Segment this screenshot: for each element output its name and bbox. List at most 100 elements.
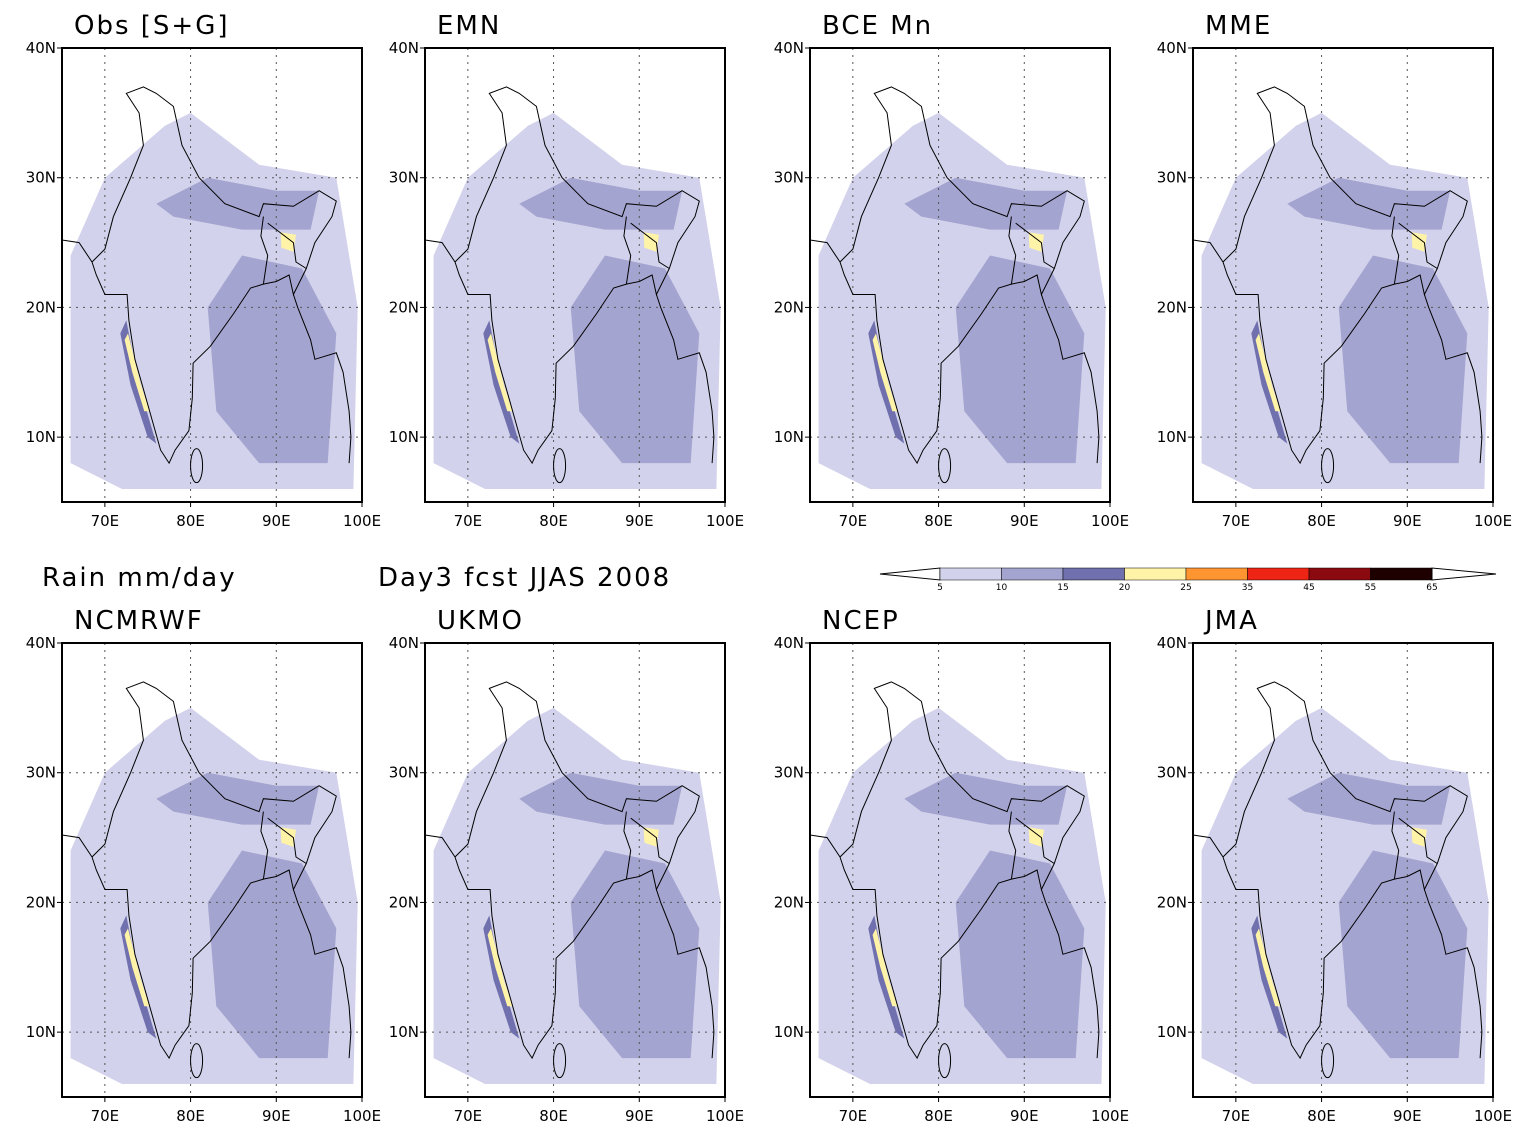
panel-frame: [809, 642, 1111, 1098]
colorbar-label: 10: [996, 583, 1008, 593]
panel-title: EMN: [437, 11, 501, 41]
panel-title: MME: [1205, 11, 1272, 41]
rain-contour: [124, 928, 150, 1007]
coastline: [190, 1043, 204, 1079]
coastline: [1192, 834, 1224, 858]
panel-title: JMA: [1203, 606, 1259, 636]
rain-contour: [1255, 333, 1281, 412]
rain-contour: [519, 772, 683, 825]
coastline: [630, 222, 670, 269]
coastline: [1423, 294, 1483, 464]
rain-contour: [1287, 772, 1451, 825]
coastline: [424, 239, 456, 263]
colorbar-label: 65: [1426, 583, 1437, 593]
x-tick-label: 90E: [625, 1107, 654, 1125]
coastline: [1015, 817, 1055, 864]
x-tick-label: 90E: [262, 512, 291, 530]
x-tick-label: 90E: [1393, 512, 1422, 530]
colorbar-label: 25: [1180, 583, 1191, 593]
coastline: [809, 239, 841, 263]
panel-frame: [1192, 47, 1494, 503]
coastline: [61, 834, 93, 858]
x-tick-label: 90E: [1010, 1107, 1039, 1125]
panel-frame: [61, 47, 363, 503]
coastline: [1321, 448, 1335, 484]
coastline: [1008, 811, 1017, 880]
rain-contour: [1411, 232, 1427, 252]
coastline: [938, 1043, 952, 1079]
y-tick-label: 20N: [1157, 893, 1187, 911]
y-tick-label: 10N: [26, 1023, 56, 1041]
y-tick-label: 20N: [26, 298, 56, 316]
colorbar-swatch: [1001, 567, 1064, 581]
x-tick-label: 70E: [91, 512, 120, 530]
rain-contour: [1338, 850, 1468, 1059]
y-tick-label: 30N: [389, 764, 419, 782]
rain-contour: [519, 177, 683, 230]
coastline: [938, 448, 952, 484]
y-tick-label: 10N: [389, 428, 419, 446]
map-panel: BCE Mn 70E 80E 90E 100E 10N 20N 30N 40N: [774, 11, 1129, 530]
panel-frame: [61, 642, 363, 1098]
x-tick-label: 70E: [454, 512, 483, 530]
rain-contour: [156, 772, 320, 825]
x-tick-label: 100E: [1091, 1107, 1129, 1125]
y-tick-label: 20N: [774, 298, 804, 316]
rain-contour: [156, 177, 320, 230]
x-tick-label: 90E: [1393, 1107, 1422, 1125]
map-panel: NCMRWF 70E 80E 90E 100E 10N 20N 30N 40N: [26, 606, 381, 1125]
coastline: [260, 216, 269, 285]
coastline: [655, 294, 715, 464]
y-tick-label: 40N: [389, 39, 419, 57]
x-tick-label: 100E: [343, 1107, 381, 1125]
x-tick-label: 80E: [539, 512, 568, 530]
rain-contour: [280, 232, 296, 252]
x-tick-label: 100E: [343, 512, 381, 530]
colorbar-swatch: [939, 567, 1002, 581]
figure-subtitle: Day3 fcst JJAS 2008: [378, 563, 671, 593]
x-tick-label: 80E: [176, 512, 205, 530]
x-tick-label: 80E: [924, 512, 953, 530]
y-tick-label: 30N: [774, 764, 804, 782]
colorbar-label: 5: [937, 583, 943, 593]
x-tick-label: 70E: [1222, 1107, 1251, 1125]
x-tick-label: 90E: [1010, 512, 1039, 530]
colorbar-label: 20: [1119, 583, 1131, 593]
y-tick-label: 10N: [774, 1023, 804, 1041]
rain-contour: [1028, 232, 1044, 252]
coastline: [1192, 239, 1224, 263]
x-tick-label: 80E: [1307, 1107, 1336, 1125]
colorbar-swatch: [1370, 567, 1433, 581]
map-panel: NCEP 70E 80E 90E 100E 10N 20N 30N 40N: [774, 606, 1129, 1125]
y-tick-label: 40N: [1157, 634, 1187, 652]
y-tick-label: 40N: [1157, 39, 1187, 57]
rain-contour: [955, 850, 1085, 1059]
rain-contour: [872, 333, 898, 412]
y-tick-label: 10N: [774, 428, 804, 446]
y-tick-label: 40N: [774, 634, 804, 652]
coastline: [1398, 817, 1438, 864]
colorbar-label: 35: [1242, 583, 1253, 593]
coastline: [630, 817, 670, 864]
rain-contour: [1028, 827, 1044, 847]
x-tick-label: 100E: [1474, 512, 1512, 530]
coastline: [655, 889, 715, 1059]
y-tick-label: 10N: [1157, 428, 1187, 446]
coastline: [260, 811, 269, 880]
rain-contour: [1411, 827, 1427, 847]
panel-frame: [1192, 642, 1494, 1098]
colorbar-swatch: [1185, 567, 1248, 581]
colorbar-swatch: [1247, 567, 1310, 581]
y-tick-label: 30N: [389, 169, 419, 187]
figure-title: Rain mm/day: [42, 563, 237, 593]
y-tick-label: 20N: [1157, 298, 1187, 316]
panel-title: BCE Mn: [822, 11, 933, 41]
colorbar-swatch: [1062, 567, 1125, 581]
coastline: [623, 216, 632, 285]
rain-contour: [643, 232, 659, 252]
rain-contour: [904, 772, 1068, 825]
y-tick-label: 30N: [1157, 169, 1187, 187]
map-panel: MME 70E 80E 90E 100E 10N 20N 30N 40N: [1157, 11, 1512, 530]
coastline: [292, 889, 352, 1059]
coastline: [1015, 222, 1055, 269]
